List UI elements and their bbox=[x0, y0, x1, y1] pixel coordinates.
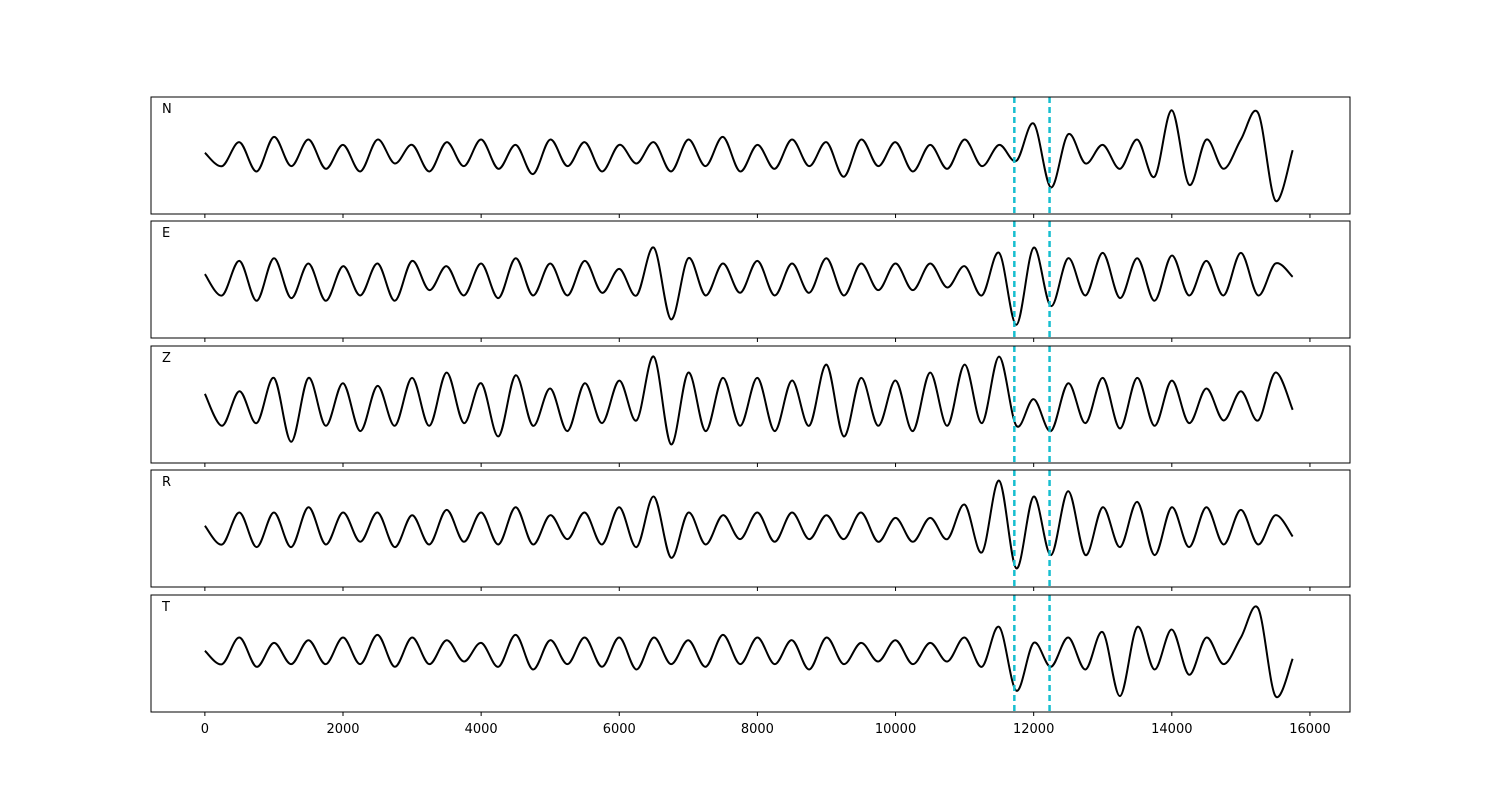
panel-t: T bbox=[150, 594, 1351, 716]
panel-frame bbox=[150, 345, 1351, 464]
waveform-trace bbox=[204, 246, 1294, 326]
panel-label: R bbox=[162, 475, 171, 490]
x-tick-label: 2000 bbox=[326, 722, 359, 737]
x-tick-label: 16000 bbox=[1289, 722, 1330, 737]
x-tick-label: 12000 bbox=[1013, 722, 1054, 737]
x-tick-label: 0 bbox=[201, 722, 209, 737]
panel-label: T bbox=[161, 600, 170, 615]
panel-label: Z bbox=[162, 351, 171, 366]
panel-r: R bbox=[150, 469, 1351, 591]
panel-frame bbox=[150, 594, 1351, 713]
x-tick-label: 4000 bbox=[465, 722, 498, 737]
waveform-trace bbox=[204, 479, 1294, 570]
panel-label: N bbox=[162, 102, 172, 117]
x-tick-label: 10000 bbox=[875, 722, 916, 737]
panel-frame bbox=[150, 469, 1351, 588]
panel-n: N bbox=[150, 96, 1351, 218]
panel-e: E bbox=[150, 220, 1351, 342]
waveform-trace bbox=[203, 355, 1294, 446]
waveform-trace bbox=[204, 109, 1294, 202]
panel-z: Z bbox=[150, 345, 1351, 467]
waveform-trace bbox=[204, 605, 1294, 699]
x-axis: 0 2000 4000 6000 8000 10000 12000 14000 16000 bbox=[201, 722, 1331, 737]
panel-frame bbox=[150, 96, 1351, 215]
panel-label: E bbox=[162, 226, 170, 241]
x-tick-label: 14000 bbox=[1151, 722, 1192, 737]
x-tick-label: 8000 bbox=[741, 722, 774, 737]
x-tick-label: 6000 bbox=[603, 722, 636, 737]
panel-frame bbox=[150, 220, 1351, 339]
